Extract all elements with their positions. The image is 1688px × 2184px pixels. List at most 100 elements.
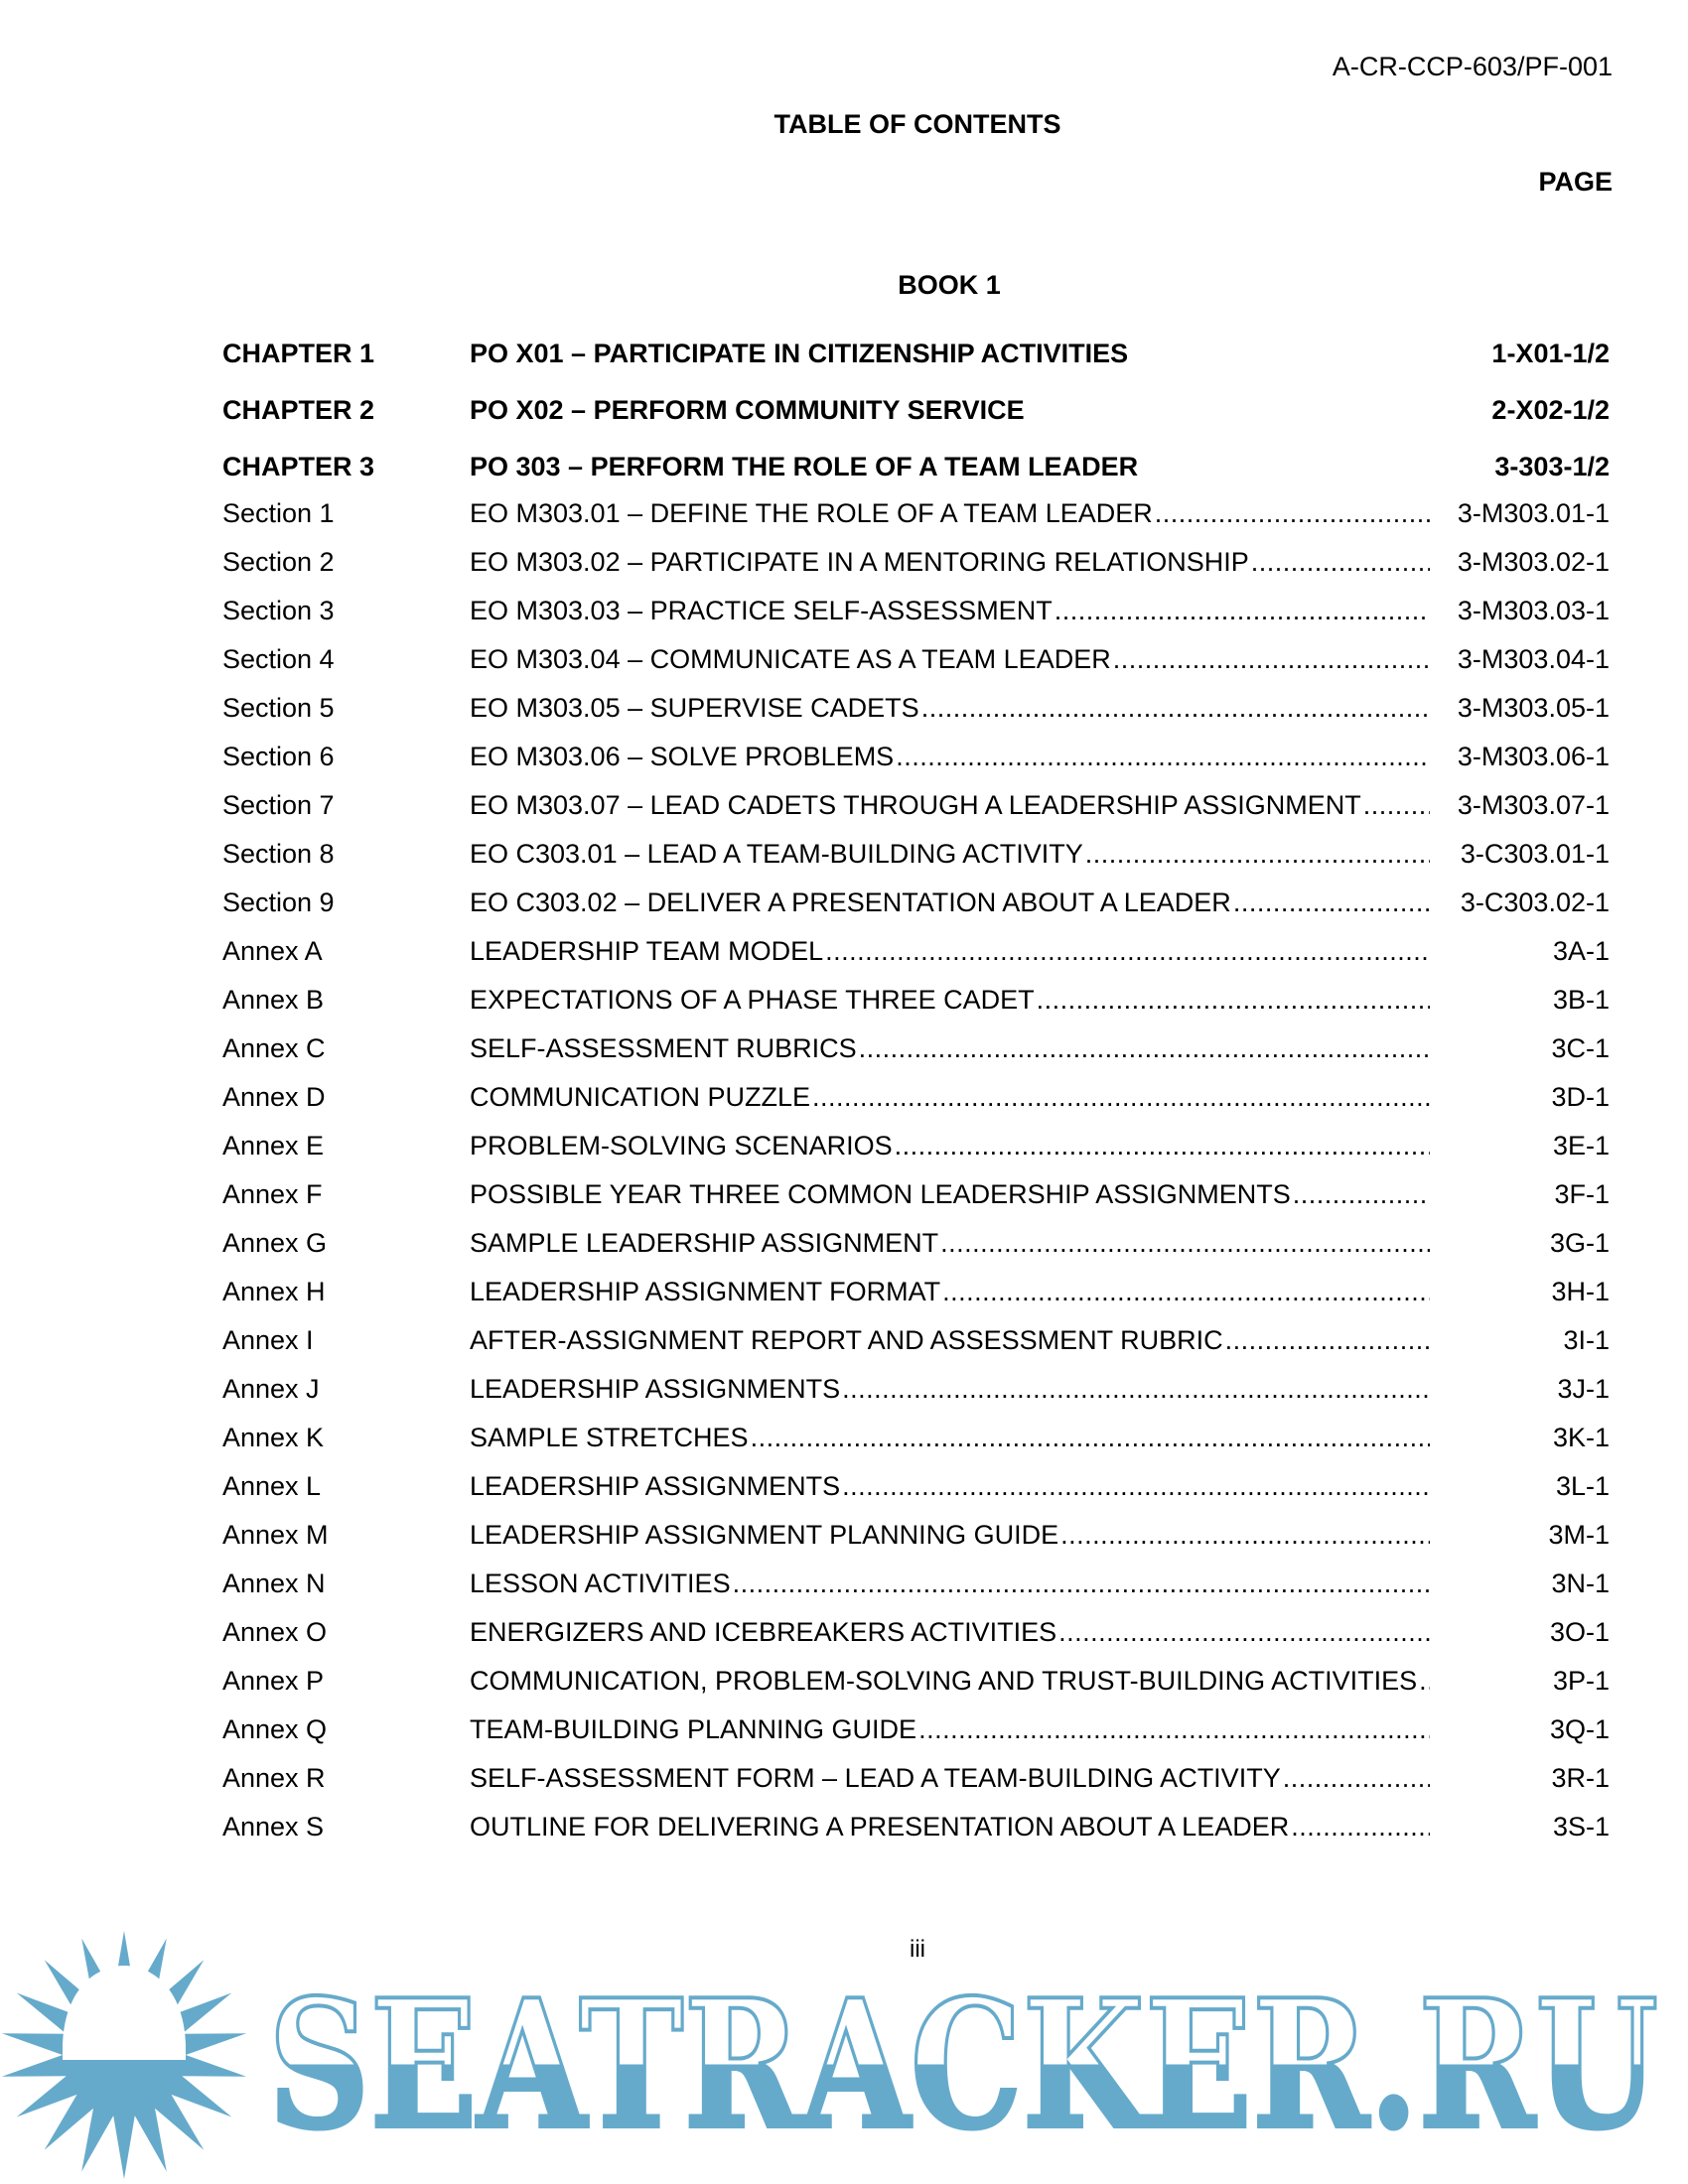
book-heading: BOOK 1 [898, 270, 1001, 300]
entry-label: Annex N [222, 1569, 326, 1598]
toc-entry: Annex R SELF-ASSESSMENT FORM – LEAD A TEA… [222, 1761, 1613, 1796]
entry-page: 3-C303.01-1 [1460, 839, 1610, 869]
chapter-page: 3-303-1/2 [1494, 452, 1610, 481]
entry-page: 3C-1 [1551, 1033, 1610, 1063]
entry-title-cell: EO M303.05 – SUPERVISE CADETS [470, 691, 1430, 726]
entry-title: LEADERSHIP ASSIGNMENT FORMAT [470, 1277, 940, 1306]
sun-dome [63, 1966, 186, 2060]
entry-label: Annex C [222, 1033, 326, 1063]
entry-label: Annex K [222, 1423, 325, 1452]
entry-title-cell: EO C303.01 – LEAD A TEAM-BUILDING ACTIVI… [470, 837, 1430, 872]
entry-page: 3-C303.02-1 [1460, 887, 1610, 917]
entry-page: 3O-1 [1549, 1617, 1610, 1647]
entry-title: COMMUNICATION PUZZLE [470, 1082, 810, 1112]
watermark-text: SEATRACKER.RU [268, 1961, 1658, 2168]
entry-page: 3L-1 [1555, 1471, 1610, 1501]
entry-title-cell: LEADERSHIP ASSIGNMENT PLANNING GUIDE [470, 1518, 1430, 1553]
entry-title: SELF-ASSESSMENT FORM – LEAD A TEAM-BUILD… [470, 1763, 1281, 1793]
entry-title-cell: LEADERSHIP ASSIGNMENT FORMAT [470, 1275, 1430, 1309]
toc-entry: Annex S OUTLINE FOR DELIVERING A PRESENTA… [222, 1810, 1613, 1844]
entry-title-cell: EO M303.04 – COMMUNICATE AS A TEAM LEADE… [470, 642, 1430, 677]
entry-label: Annex M [222, 1520, 329, 1550]
page-title: TABLE OF CONTENTS [774, 109, 1061, 139]
entry-title-cell: SELF-ASSESSMENT FORM – LEAD A TEAM-BUILD… [470, 1761, 1430, 1796]
entry-label: Section 7 [222, 790, 335, 820]
entry-label: Annex Q [222, 1714, 328, 1744]
toc-entry: Annex M LEADERSHIP ASSIGNMENT PLANNING GU… [222, 1518, 1613, 1553]
entry-label: Annex D [222, 1082, 326, 1112]
toc-entry: Annex F POSSIBLE YEAR THREE COMMON LEADER… [222, 1177, 1613, 1212]
document-id: A-CR-CCP-603/PF-001 [1332, 52, 1613, 81]
entry-title-cell: SELF-ASSESSMENT RUBRICS [470, 1031, 1430, 1066]
entry-title: EO M303.03 – PRACTICE SELF-ASSESSMENT [470, 596, 1053, 625]
entry-title: SAMPLE LEADERSHIP ASSIGNMENT [470, 1228, 938, 1258]
chapter-label: CHAPTER 2 [222, 395, 375, 425]
toc-entry: Annex I AFTER-ASSIGNMENT REPORT AND ASSES… [222, 1323, 1613, 1358]
entry-title: COMMUNICATION, PROBLEM-SOLVING AND TRUST… [470, 1666, 1417, 1696]
chapter-row: CHAPTER 3 PO 303 – PERFORM THE ROLE OF A … [222, 447, 1613, 503]
entry-title-cell: EXPECTATIONS OF A PHASE THREE CADET [470, 983, 1430, 1018]
watermark: SEATRACKER.RU [1, 1931, 1660, 2179]
entry-title: AFTER-ASSIGNMENT REPORT AND ASSESSMENT R… [470, 1325, 1223, 1355]
entry-label: Section 2 [222, 547, 335, 577]
toc-entry-list: Section 1 EO M303.01 – DEFINE THE ROLE OF… [222, 496, 1613, 1858]
page-number: iii [910, 1936, 925, 1963]
entry-page: 3E-1 [1552, 1131, 1610, 1160]
entry-page: 3A-1 [1552, 936, 1610, 966]
entry-title: LEADERSHIP ASSIGNMENTS [470, 1471, 840, 1501]
entry-label: Section 3 [222, 596, 335, 625]
entry-title: EO M303.02 – PARTICIPATE IN A MENTORING … [470, 547, 1249, 577]
entry-page: 3N-1 [1551, 1569, 1610, 1598]
entry-page: 3-M303.03-1 [1457, 596, 1610, 625]
chapter-label: CHAPTER 1 [222, 339, 375, 368]
entry-title: POSSIBLE YEAR THREE COMMON LEADERSHIP AS… [470, 1179, 1291, 1209]
chapter-label: CHAPTER 3 [222, 452, 375, 481]
entry-label: Annex I [222, 1325, 314, 1355]
toc-entry: Annex Q TEAM-BUILDING PLANNING GUIDE 3Q-1 [222, 1712, 1613, 1747]
toc-entry: Section 1 EO M303.01 – DEFINE THE ROLE OF… [222, 496, 1613, 531]
toc-entry: Annex B EXPECTATIONS OF A PHASE THREE CAD… [222, 983, 1613, 1018]
toc-entry: Annex K SAMPLE STRETCHES 3K-1 [222, 1421, 1613, 1455]
entry-label: Annex G [222, 1228, 328, 1258]
toc-entry: Annex N LESSON ACTIVITIES 3N-1 [222, 1567, 1613, 1601]
toc-entry: Annex J LEADERSHIP ASSIGNMENTS 3J-1 [222, 1372, 1613, 1407]
entry-label: Annex B [222, 985, 325, 1015]
entry-page: 3-M303.07-1 [1457, 790, 1610, 820]
toc-entry: Annex A LEADERSHIP TEAM MODEL 3A-1 [222, 934, 1613, 969]
entry-page: 3I-1 [1563, 1325, 1610, 1355]
toc-entry: Annex O ENERGIZERS AND ICEBREAKERS ACTIVI… [222, 1615, 1613, 1650]
entry-title: LEADERSHIP ASSIGNMENTS [470, 1374, 840, 1404]
entry-page: 3K-1 [1552, 1423, 1610, 1452]
entry-title: EO M303.06 – SOLVE PROBLEMS [470, 742, 894, 771]
entry-title: TEAM-BUILDING PLANNING GUIDE [470, 1714, 916, 1744]
entry-label: Annex A [222, 936, 323, 966]
entry-page: 3F-1 [1554, 1179, 1610, 1209]
toc-entry: Annex P COMMUNICATION, PROBLEM-SOLVING AN… [222, 1664, 1613, 1699]
entry-label: Annex F [222, 1179, 323, 1209]
entry-page: 3J-1 [1557, 1374, 1610, 1404]
toc-entry: Annex G SAMPLE LEADERSHIP ASSIGNMENT 3G-1 [222, 1226, 1613, 1261]
entry-label: Annex O [222, 1617, 328, 1647]
entry-page: 3-M303.05-1 [1457, 693, 1610, 723]
sun-rays [1, 1931, 247, 2179]
entry-page: 3G-1 [1549, 1228, 1610, 1258]
entry-title-cell: OUTLINE FOR DELIVERING A PRESENTATION AB… [470, 1810, 1430, 1844]
toc-entry: Section 4 EO M303.04 – COMMUNICATE AS A T… [222, 642, 1613, 677]
entry-title-cell: LEADERSHIP ASSIGNMENTS [470, 1372, 1430, 1407]
entry-title: PROBLEM-SOLVING SCENARIOS [470, 1131, 893, 1160]
entry-page: 3-M303.04-1 [1457, 644, 1610, 674]
entry-title: EO C303.02 – DELIVER A PRESENTATION ABOU… [470, 887, 1231, 917]
entry-page: 3-M303.02-1 [1457, 547, 1610, 577]
entry-title: ENERGIZERS AND ICEBREAKERS ACTIVITIES [470, 1617, 1056, 1647]
entry-page: 3B-1 [1552, 985, 1610, 1015]
entry-title-cell: SAMPLE LEADERSHIP ASSIGNMENT [470, 1226, 1430, 1261]
entry-label: Annex S [222, 1812, 325, 1842]
entry-page: 3D-1 [1551, 1082, 1610, 1112]
entry-page: 3Q-1 [1549, 1714, 1610, 1744]
toc-entry: Annex E PROBLEM-SOLVING SCENARIOS 3E-1 [222, 1129, 1613, 1163]
entry-title-cell: EO C303.02 – DELIVER A PRESENTATION ABOU… [470, 886, 1430, 920]
chapter-title: PO 303 – PERFORM THE ROLE OF A TEAM LEAD… [470, 452, 1139, 481]
entry-title-cell: SAMPLE STRETCHES [470, 1421, 1430, 1455]
entry-page: 3M-1 [1548, 1520, 1610, 1550]
chapter-page: 2-X02-1/2 [1491, 395, 1610, 425]
